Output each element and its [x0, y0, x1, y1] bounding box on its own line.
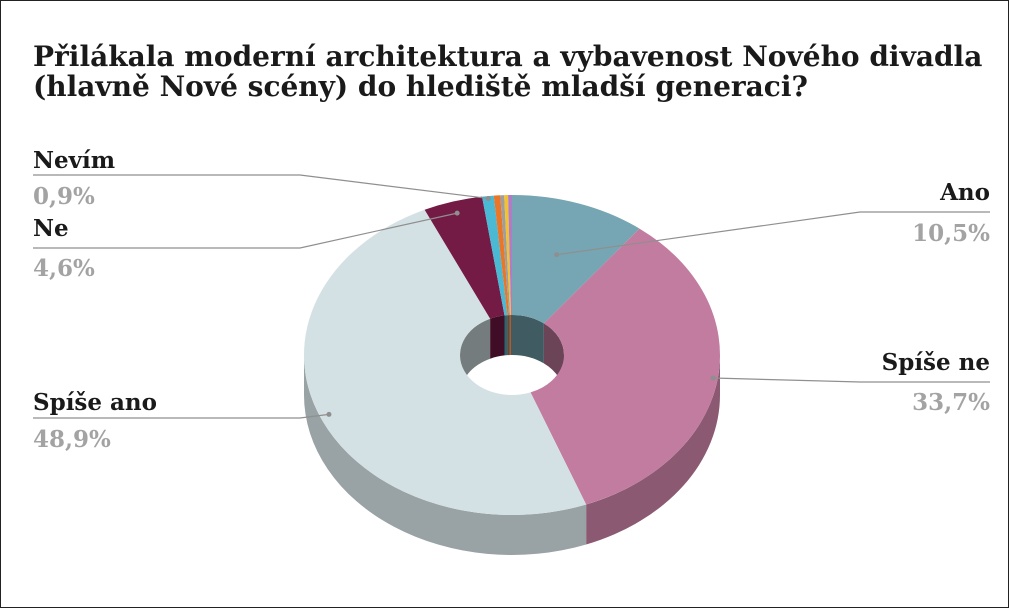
donut-hole-wall-5-0 — [507, 315, 510, 356]
slice-label-2: Spíše ano — [33, 389, 157, 416]
donut-slice-6 — [500, 195, 511, 316]
slice-value-4: 0,9% — [33, 183, 95, 210]
leader-dot-2 — [326, 411, 332, 417]
leader-dot-0 — [554, 252, 560, 258]
slice-value-1: 33,7% — [912, 389, 990, 416]
donut-slice-5 — [493, 195, 510, 316]
donut-slice-4 — [482, 195, 508, 316]
donut-side-2 — [304, 355, 587, 555]
donut-slice-0 — [512, 195, 640, 324]
slice-label-3: Ne — [33, 215, 69, 242]
donut-hole-wall-8-0 — [511, 315, 512, 356]
leader-dot-1 — [710, 375, 716, 381]
slice-labels: Ano 10,5% Spíše ne 33,7% Spíše ano 48,9% Ne 4,6… — [33, 147, 990, 453]
donut-tops — [303, 195, 721, 516]
donut-hole-wall-7-0 — [510, 315, 512, 356]
slice-value-2: 48,9% — [33, 426, 111, 453]
slice-label-4: Nevím — [33, 147, 115, 174]
leader-line-1 — [713, 377, 990, 383]
donut-sides — [304, 315, 720, 555]
slice-label-1: Spíše ne — [882, 349, 990, 376]
slice-value-0: 10,5% — [912, 220, 990, 247]
leader-line-3 — [33, 212, 458, 249]
slice-value-3: 4,6% — [33, 255, 95, 282]
leader-lines — [33, 174, 990, 419]
donut-hole-wall-0-1 — [512, 315, 544, 364]
donut-slice-7 — [504, 195, 512, 316]
donut-hole-wall-3-0 — [490, 315, 505, 359]
slice-label-0: Ano — [939, 179, 990, 206]
chart-title: Přilákala moderní architektura a vybaven… — [33, 40, 983, 103]
donut-slice-2 — [303, 209, 587, 516]
donut-slice-3 — [424, 196, 505, 319]
donut-side-1 — [586, 355, 720, 545]
leader-line-4 — [33, 174, 489, 200]
leader-dot-4 — [485, 195, 491, 201]
donut-hole-wall-6-0 — [509, 315, 511, 356]
donut-slice-1 — [530, 228, 721, 505]
donut-slice-8 — [508, 195, 512, 316]
leader-line-0 — [556, 211, 990, 256]
donut-hole-wall-4-0 — [504, 315, 508, 356]
leader-line-2 — [33, 413, 330, 419]
donut-hole-wall-2-0 — [460, 318, 491, 395]
leader-dot-3 — [454, 210, 460, 216]
